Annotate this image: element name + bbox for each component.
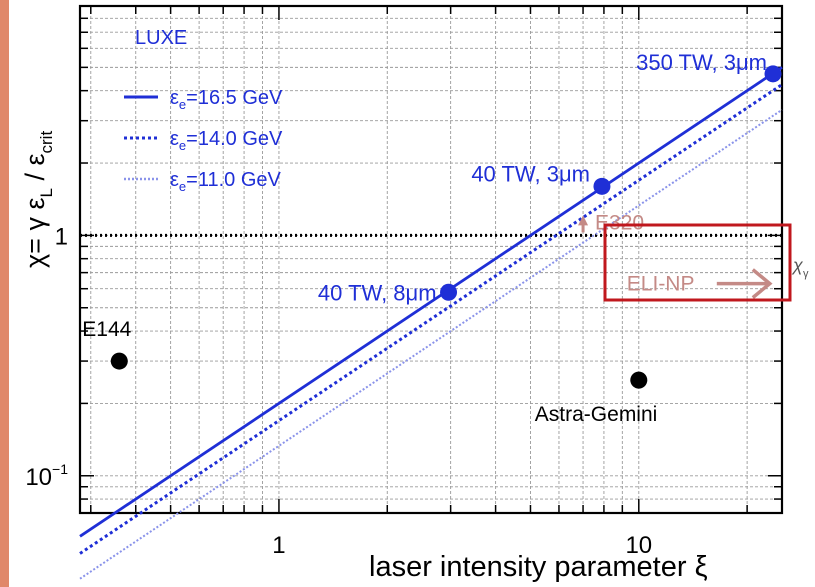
data-points: 350 TW, 3μm 40 TW, 3μm 40 TW, 8μm E144 Astra… xyxy=(82,50,782,426)
y-axis-label-mid: / ε xyxy=(20,154,50,189)
luxe-point xyxy=(764,65,782,83)
y-tick-label: 10−1 xyxy=(25,461,68,491)
eli-np-arrow-head xyxy=(751,268,773,299)
eli-np-highlight-box xyxy=(603,223,792,302)
experiment-label: LUXE xyxy=(135,27,187,49)
side-label: χ γ xyxy=(791,255,809,280)
legend-label-symbol: ε xyxy=(170,169,179,191)
experiment-point xyxy=(630,371,648,389)
y-axis-label-sub2: crit xyxy=(37,131,56,154)
left-frame-strip xyxy=(0,0,9,587)
legend-label-symbol: ε xyxy=(170,128,179,150)
x-tick-label: 10 xyxy=(625,532,652,559)
side-label-chi: χ xyxy=(791,255,804,275)
y-tick-label-exponent: −1 xyxy=(52,461,68,477)
legend-label-1: εe=16.5 GeV xyxy=(170,87,283,112)
legend-label-3: εe=11.0 GeV xyxy=(170,169,282,194)
e320-arrow-head xyxy=(578,215,589,226)
experiment-point xyxy=(110,352,128,370)
y-tick-label: 1 xyxy=(55,223,68,250)
series-line-3 xyxy=(79,108,783,580)
experiment-point-label: Astra-Gemini xyxy=(535,403,658,426)
legend-label-2: εe=14.0 GeV xyxy=(170,128,283,153)
luxe-point-label: 350 TW, 3μm xyxy=(636,50,767,75)
y-axis-label: χ= γ εL / εcrit xyxy=(20,131,56,268)
y-axis-label-sub1: L xyxy=(37,188,56,197)
luxe-point xyxy=(440,283,458,301)
legend-label-value: =11.0 GeV xyxy=(186,169,281,191)
e320-label: E320 xyxy=(595,211,644,234)
legend-label-symbol: ε xyxy=(170,87,179,109)
legend-label-value: =16.5 GeV xyxy=(186,87,283,109)
x-axis-label: laser intensity parameter ξ xyxy=(369,551,708,583)
luxe-point xyxy=(593,177,611,195)
luxe-point-label: 40 TW, 8μm xyxy=(318,280,437,305)
experiment-point-label: E144 xyxy=(82,318,131,341)
legend-label-sub: e xyxy=(179,179,186,194)
y-tick-label-base: 10 xyxy=(25,464,52,491)
plot-frame xyxy=(78,4,784,515)
side-label-sub: γ xyxy=(803,268,809,280)
series-line-2 xyxy=(79,83,783,555)
legend-label-sub: e xyxy=(179,138,186,153)
series-lines xyxy=(79,66,783,580)
annotations: E320 ELI-NP xyxy=(578,211,773,299)
y-tick-label-base: 1 xyxy=(55,223,68,250)
eli-np-label: ELI-NP xyxy=(627,273,695,296)
grid xyxy=(80,6,782,513)
series-line-1 xyxy=(79,66,783,538)
legend-label-value: =14.0 GeV xyxy=(186,128,283,150)
luxe-point-label: 40 TW, 3μm xyxy=(471,161,590,186)
x-tick-label: 1 xyxy=(272,532,285,559)
y-axis-label-main: χ= γ ε xyxy=(20,198,50,268)
legend-label-sub: e xyxy=(179,97,186,112)
